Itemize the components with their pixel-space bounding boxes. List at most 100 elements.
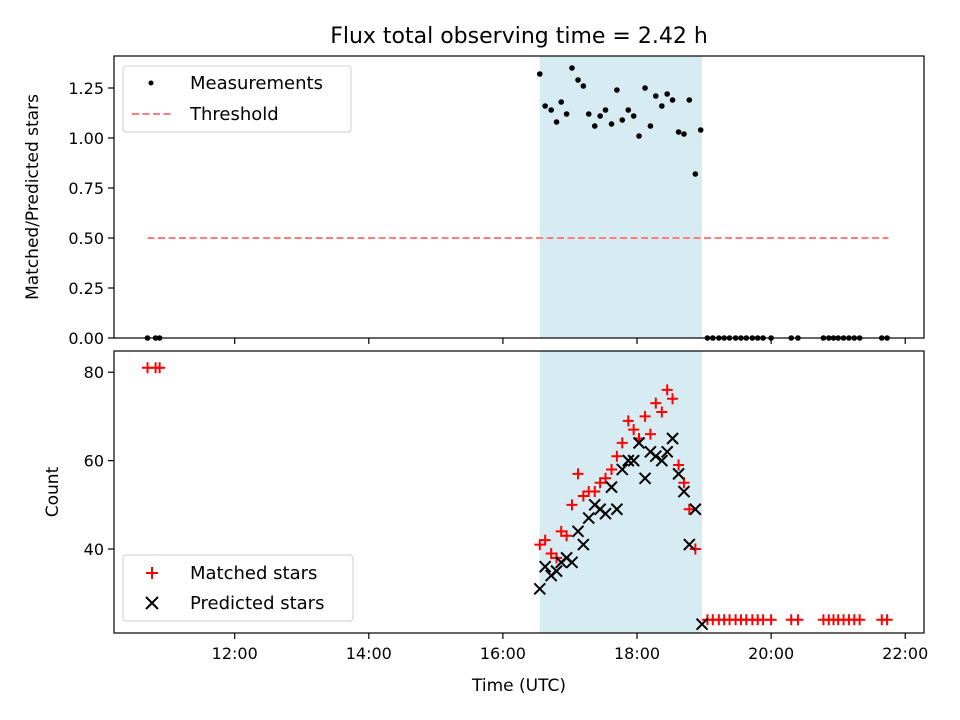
matched-star-point — [599, 472, 611, 484]
bottom-panel: 40 60 80 12:00 14:00 16:00 18:00 20:00 22:00 Co… — [43, 350, 928, 696]
measurement-point — [675, 129, 682, 135]
legend-threshold-label: Threshold — [189, 104, 279, 125]
top-axes-frame — [113, 55, 925, 339]
measurement-point — [558, 99, 565, 105]
measurement-point — [608, 121, 615, 127]
measurement-point — [575, 77, 581, 83]
measurement-point — [686, 97, 693, 103]
measurement-point — [692, 171, 699, 177]
predicted-star-point — [649, 449, 662, 463]
measurement-point — [580, 83, 587, 89]
legend-measurements-marker — [148, 80, 154, 86]
predicted-star-point — [627, 454, 640, 467]
predicted-star-point — [695, 617, 709, 631]
x-tick-label: 14:00 — [346, 644, 392, 663]
matched-star-point — [622, 415, 634, 427]
predicted-star-point — [605, 480, 618, 494]
measurement-point — [647, 123, 654, 129]
matched-star-point — [611, 450, 623, 462]
top-y-axis-label: Matched/Predicted stars — [23, 94, 43, 300]
predicted-star-point — [655, 454, 669, 467]
matched-star-point — [539, 534, 551, 546]
legend-predicted-marker — [145, 596, 159, 610]
y-tick-label: 40 — [84, 540, 104, 559]
measurement-point — [548, 107, 554, 113]
y-tick-label: 80 — [84, 363, 104, 382]
measurement-point — [659, 103, 665, 109]
y-tick-label: 1.25 — [68, 79, 104, 98]
measurement-point — [642, 85, 648, 91]
matched-star-point — [683, 503, 695, 515]
matched-star-point — [673, 459, 685, 471]
matched-star-point — [606, 463, 618, 475]
predicted-star-point — [610, 503, 624, 516]
measurement-point — [664, 91, 670, 97]
matched-star-point — [765, 614, 777, 626]
x-axis-label: Time (UTC) — [471, 676, 566, 696]
matched-star-point — [644, 428, 656, 440]
predicted-star-point — [533, 582, 546, 596]
measurement-point — [636, 133, 642, 139]
matched-star-point — [689, 543, 701, 555]
predicted-star-point — [582, 511, 595, 525]
legend-measurements-label: Measurements — [190, 73, 323, 94]
matched-star-point — [566, 499, 578, 511]
x-tick-label: 22:00 — [882, 644, 928, 663]
x-tick-label: 18:00 — [614, 644, 660, 663]
measurement-point — [569, 65, 575, 71]
measurement-point — [614, 87, 620, 93]
predicted-star-point — [571, 525, 585, 538]
bottom-y-axis-label: Count — [43, 466, 63, 517]
measurement-point — [563, 111, 570, 117]
measurement-point — [536, 71, 543, 77]
matched-star-point — [881, 614, 893, 626]
matched-star-point — [572, 468, 584, 480]
top-highlight-span — [539, 56, 703, 338]
legend-matched-marker — [146, 567, 158, 579]
x-tick-label: 20:00 — [748, 644, 794, 663]
predicted-star-point — [538, 560, 552, 573]
predicted-star-point — [638, 472, 652, 485]
y-tick-label: 60 — [84, 452, 104, 471]
matched-star-point — [667, 393, 679, 405]
predicted-star-point — [550, 564, 563, 578]
matched-star-point — [661, 384, 673, 396]
y-tick-label: 1.00 — [68, 129, 104, 148]
y-tick-label: 0.25 — [68, 279, 104, 298]
predicted-star-point — [632, 436, 646, 450]
measurement-point — [681, 131, 687, 137]
predicted-star-point — [677, 485, 691, 498]
y-tick-label: 0.50 — [68, 229, 104, 248]
x-tick-label: 16:00 — [480, 644, 526, 663]
measurement-point — [591, 123, 598, 129]
predicted-star-point — [660, 445, 674, 458]
matched-star-point — [589, 486, 601, 498]
matched-star-point — [792, 614, 804, 626]
measurement-point — [585, 111, 592, 117]
top-legend: Measurements Threshold — [122, 65, 352, 133]
measurement-point — [669, 97, 676, 103]
legend-predicted-label: Predicted stars — [190, 593, 324, 614]
predicted-star-point — [577, 538, 590, 551]
matched-star-point — [650, 397, 662, 409]
measurement-point — [630, 113, 637, 119]
bottom-legend: Matched stars Predicted stars — [122, 554, 354, 622]
y-tick-label: 0.00 — [68, 329, 104, 348]
predicted-star-point — [672, 467, 685, 481]
x-tick-label: 12:00 — [212, 644, 258, 663]
predicted-star-point — [666, 432, 679, 445]
measurement-point — [553, 119, 560, 125]
measurement-point — [652, 93, 659, 99]
predicted-star-point — [683, 538, 696, 551]
legend-matched-label: Matched stars — [190, 563, 317, 584]
predicted-star-point — [565, 556, 579, 569]
matched-star-point — [628, 424, 640, 436]
measurement-point — [625, 107, 632, 113]
predicted-star-point — [599, 507, 612, 520]
bottom-axes-frame — [113, 350, 925, 634]
matched-star-point — [854, 614, 866, 626]
measurement-point — [619, 117, 626, 123]
matched-star-point — [561, 530, 573, 542]
measurement-point — [542, 103, 548, 109]
